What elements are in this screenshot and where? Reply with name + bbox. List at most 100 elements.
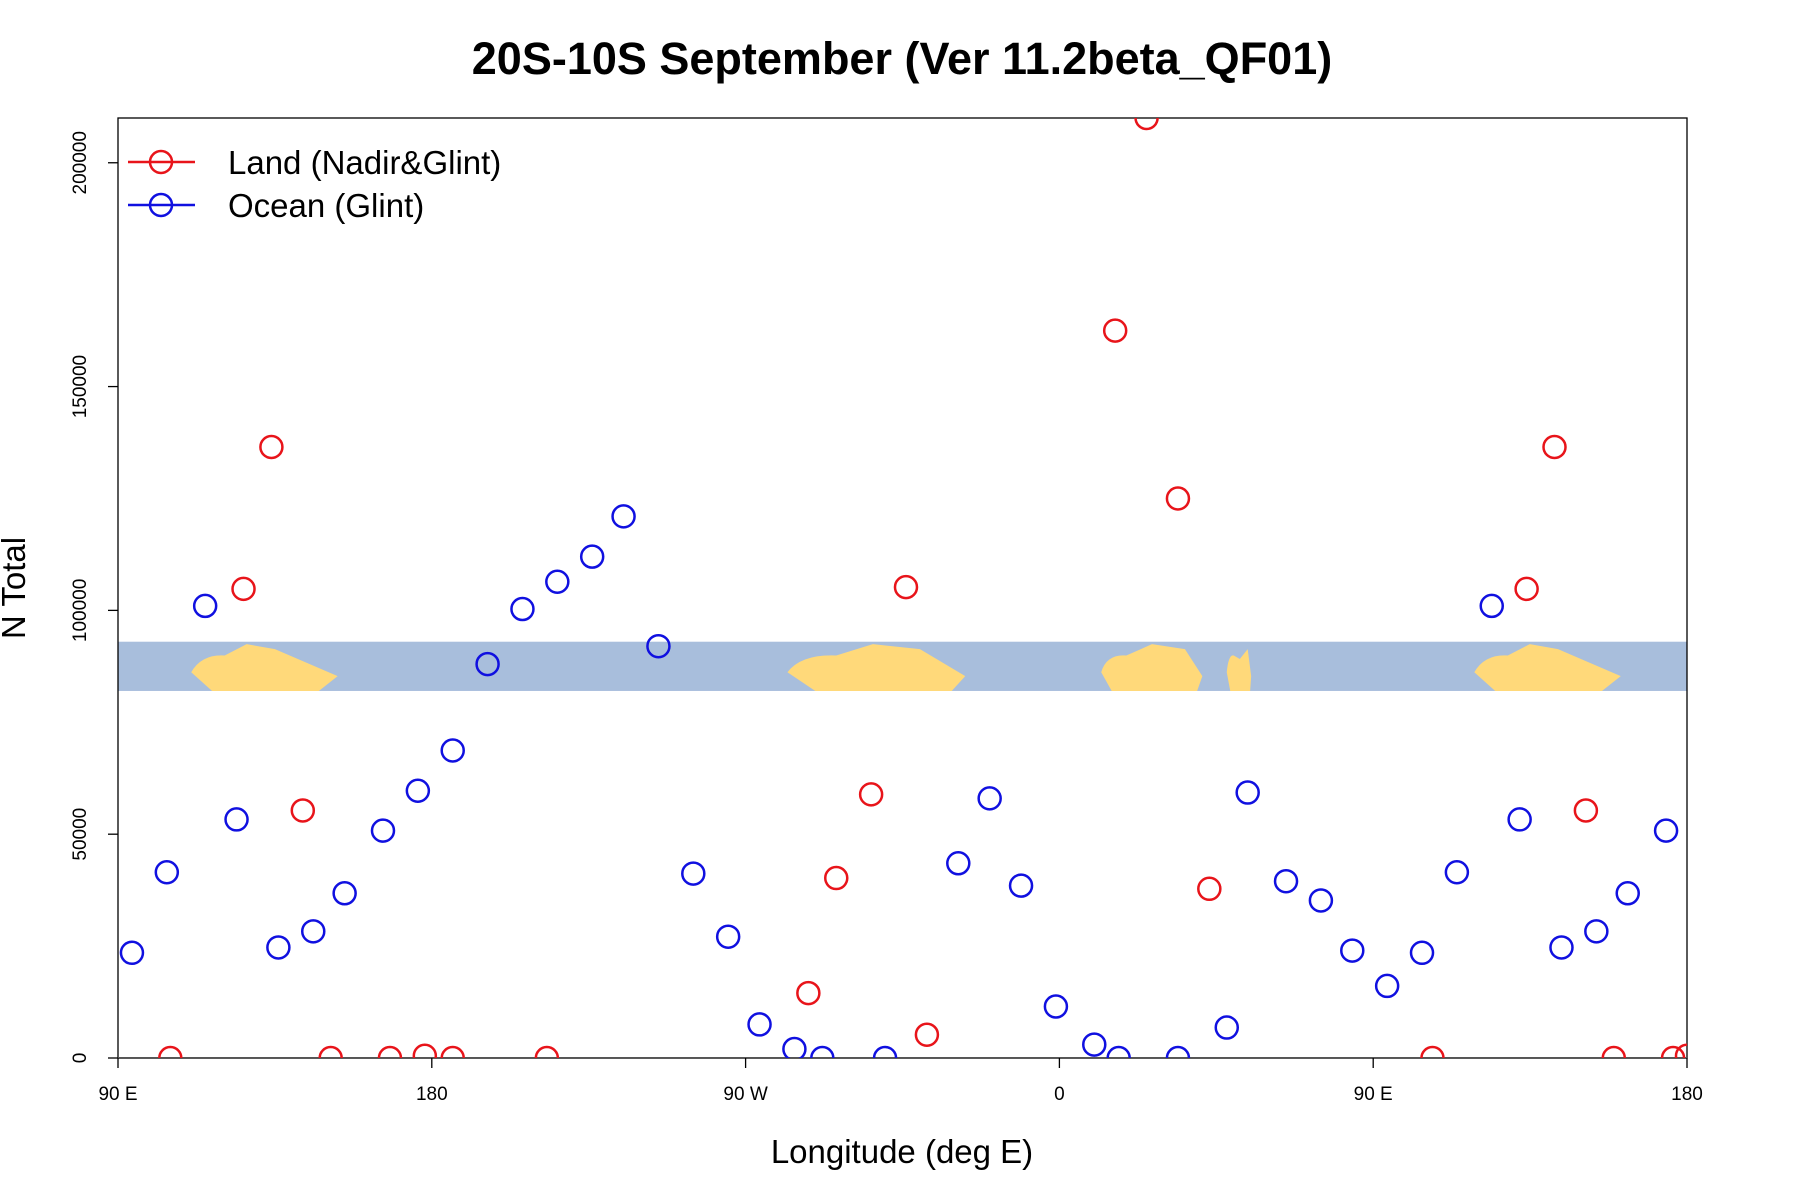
y-axis: 0 50000 100000 150000 200000: [70, 131, 118, 1063]
land-australia-repeat: [1474, 644, 1621, 691]
x-tick-label: 0: [1054, 1084, 1065, 1105]
ocean-point: [681, 861, 706, 886]
plot-frame: [117, 117, 1688, 1059]
land-point: [1542, 434, 1567, 460]
land-point: [412, 1043, 438, 1058]
legend-label-land: Land (Nadir&Glint): [228, 144, 501, 181]
ocean-point: [1273, 868, 1299, 894]
land-point: [1674, 1043, 1687, 1058]
ocean-point: [1374, 973, 1400, 999]
land-point: [318, 1045, 343, 1058]
series-0: [158, 118, 1687, 1058]
ocean-point: [1615, 881, 1640, 906]
ocean-point: [1008, 873, 1034, 898]
land-point: [1420, 1045, 1445, 1058]
x-axis-label: Longitude (deg E): [771, 1133, 1033, 1170]
land-point: [158, 1045, 183, 1058]
ocean-point: [747, 1012, 772, 1037]
land-africa: [1101, 644, 1203, 691]
ocean-point: [946, 851, 971, 876]
legend-label-ocean: Ocean (Glint): [228, 187, 424, 224]
ocean-point: [1214, 1015, 1240, 1040]
world-map-strip: [118, 641, 1687, 691]
ocean-point: [1653, 818, 1679, 843]
ocean-point: [1584, 919, 1609, 944]
land-point: [377, 1045, 403, 1058]
ocean-point: [475, 651, 500, 677]
y-tick-label: 0: [70, 1053, 91, 1064]
ocean-point: [1082, 1032, 1107, 1057]
y-tick-label: 150000: [70, 355, 91, 418]
ocean-point: [154, 859, 180, 885]
x-tick-label: 180: [416, 1084, 448, 1105]
land-point: [824, 865, 849, 891]
ocean-point: [810, 1045, 835, 1058]
land-point: [893, 574, 919, 600]
land-point: [1601, 1045, 1627, 1058]
ocean-point: [782, 1036, 807, 1058]
series-1: [119, 504, 1712, 1058]
land-point: [1660, 1045, 1686, 1058]
land-point: [1165, 486, 1191, 511]
ocean-point: [192, 593, 218, 619]
x-tick-label: 180: [1671, 1084, 1703, 1105]
y-tick-label: 100000: [70, 579, 91, 642]
ocean-point: [1479, 593, 1504, 619]
ocean-point: [646, 633, 671, 659]
ocean-point: [977, 786, 1002, 811]
ocean-point: [1106, 1045, 1131, 1058]
ocean-point: [405, 778, 431, 804]
land-point: [1102, 318, 1128, 343]
ocean-point: [1690, 780, 1712, 802]
land-point: [534, 1045, 560, 1058]
legend-item-ocean: Ocean (Glint): [128, 187, 424, 224]
ocean-point: [1308, 888, 1334, 913]
y-axis-label: N Total: [0, 537, 32, 639]
ocean-point: [1549, 935, 1574, 960]
land-point: [796, 980, 821, 1006]
ocean-point: [1507, 807, 1532, 832]
land-point: [1134, 118, 1159, 131]
ocean-point: [715, 924, 741, 949]
ocean-point: [579, 544, 605, 569]
ocean-point: [1165, 1045, 1191, 1058]
y-tick-label: 50000: [70, 808, 91, 861]
ocean-point: [872, 1045, 898, 1058]
ocean-point: [1409, 940, 1435, 966]
land-point: [1514, 576, 1539, 602]
land-point: [290, 798, 316, 823]
land-australia: [191, 644, 338, 691]
land-point: [1197, 876, 1222, 902]
ocean-point: [1235, 780, 1260, 805]
ocean-point: [1444, 859, 1470, 885]
ocean-point: [611, 504, 636, 529]
land-point: [440, 1045, 465, 1058]
x-tick-label: 90 E: [1354, 1084, 1393, 1105]
legend: Land (Nadir&Glint) Ocean (Glint): [128, 144, 501, 224]
land-point: [231, 576, 256, 602]
land-south-america: [787, 644, 966, 691]
x-axis: 90 E 180 90 W 0 90 E 180: [98, 1058, 1703, 1105]
land-point: [858, 782, 884, 807]
ocean-point: [332, 881, 357, 906]
ocean-point: [370, 818, 396, 843]
ocean-point: [1340, 938, 1365, 963]
x-tick-label: 90 E: [98, 1084, 137, 1105]
land-point: [914, 1022, 940, 1047]
land-madagascar: [1226, 649, 1252, 691]
chart-title: 20S-10S September (Ver 11.2beta_QF01): [472, 33, 1332, 84]
ocean-point: [545, 569, 570, 594]
ocean-point: [1043, 994, 1069, 1019]
ocean-point: [440, 738, 465, 763]
ocean-point: [119, 940, 145, 966]
y-tick-label: 200000: [70, 131, 91, 194]
legend-item-land: Land (Nadir&Glint): [128, 144, 501, 181]
plot-area: [118, 118, 1712, 1058]
land-point: [1573, 798, 1599, 823]
ocean-point: [266, 935, 291, 960]
ocean-point: [224, 807, 249, 832]
ocean-point: [301, 919, 326, 944]
ocean-point: [510, 596, 535, 622]
land-point: [259, 434, 284, 460]
